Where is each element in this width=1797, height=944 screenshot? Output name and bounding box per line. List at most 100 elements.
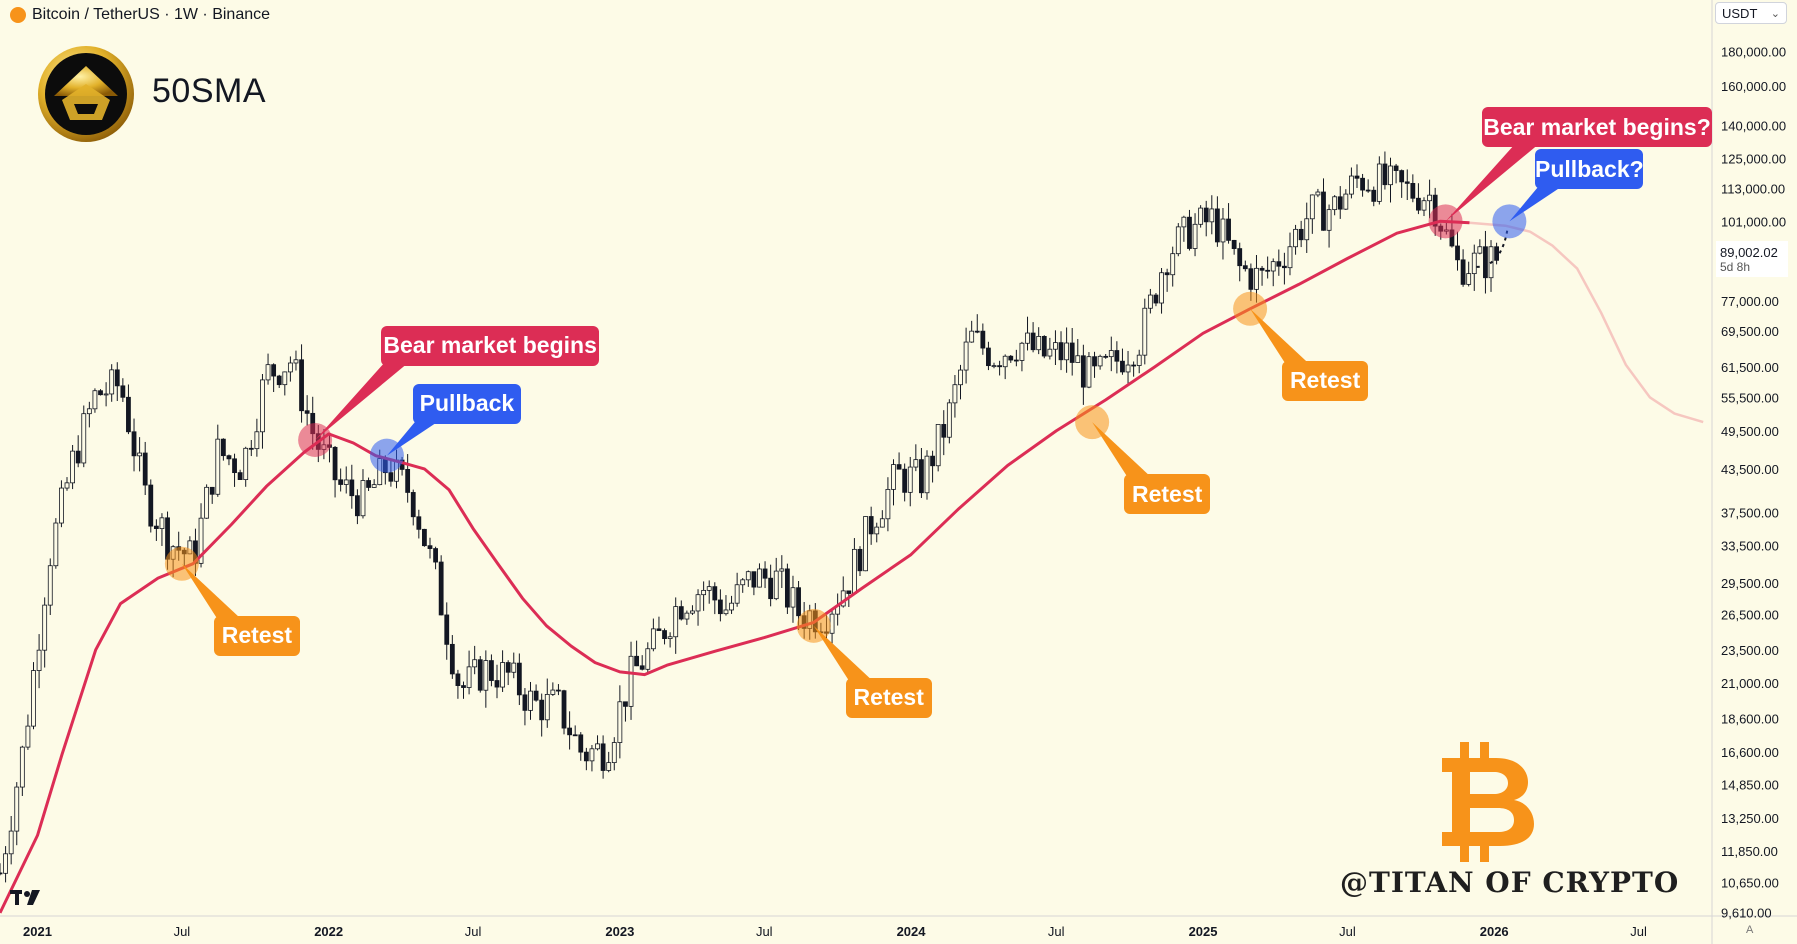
- candle-body: [1120, 360, 1125, 373]
- candle-body: [1410, 182, 1416, 199]
- bear-marker[interactable]: [298, 422, 333, 457]
- candle-body: [1019, 342, 1025, 361]
- x-tick-label: 2021: [23, 924, 52, 939]
- bear-pointer: [315, 361, 410, 440]
- candle-body: [1298, 228, 1304, 241]
- sma-line: [0, 219, 1470, 914]
- candle-body: [717, 599, 723, 615]
- current-price: 89,002.02: [1720, 245, 1778, 260]
- pullback-marker[interactable]: [1492, 204, 1527, 239]
- candle-body: [489, 660, 494, 681]
- candle-body: [723, 609, 729, 615]
- candle-body: [338, 479, 344, 485]
- candle-body: [516, 662, 522, 696]
- y-tick-label: 10,650.00: [1721, 875, 1779, 890]
- candle-body: [991, 365, 997, 368]
- candle-body: [528, 690, 533, 711]
- candle-body: [762, 568, 768, 579]
- candle-body: [868, 516, 874, 535]
- candle-body: [204, 486, 210, 519]
- candle-body: [924, 455, 930, 494]
- currency-select[interactable]: USDT ⌄: [1715, 2, 1787, 24]
- candle-body: [1030, 332, 1036, 351]
- candle-body: [366, 480, 371, 488]
- candle-body: [1254, 267, 1259, 290]
- y-tick-label: 61,500.00: [1721, 360, 1779, 375]
- candle-body: [1159, 272, 1164, 304]
- pullback-marker[interactable]: [369, 438, 404, 473]
- retest-callout: Retest: [1282, 360, 1369, 401]
- candle-body: [734, 584, 740, 604]
- candle-body: [126, 396, 131, 433]
- candle-body: [1069, 342, 1075, 363]
- candle-body: [483, 660, 489, 691]
- candle-body: [561, 690, 567, 729]
- symbol-header[interactable]: Bitcoin / TetherUS · 1W · Binance: [10, 4, 270, 26]
- candle-body: [980, 330, 986, 349]
- y-tick-label: 16,600.00: [1721, 745, 1779, 760]
- candle-body: [1203, 207, 1209, 223]
- candle-body: [1036, 336, 1042, 351]
- retest-marker[interactable]: [164, 546, 199, 581]
- candle-body: [539, 699, 545, 721]
- y-tick-label: 140,000.00: [1721, 118, 1786, 133]
- candle-body: [98, 390, 103, 396]
- candle-body: [935, 424, 941, 467]
- candle-body: [1293, 228, 1298, 248]
- candle-body: [600, 743, 606, 771]
- candle-body: [287, 362, 293, 373]
- tradingview-logo-icon[interactable]: [10, 888, 44, 908]
- bear-marker[interactable]: [1428, 204, 1463, 239]
- x-tick-label: 2026: [1480, 924, 1509, 939]
- candle-body: [784, 568, 790, 608]
- candle-body: [673, 606, 679, 638]
- y-tick-label: 125,000.00: [1721, 152, 1786, 167]
- retest-marker[interactable]: [1233, 291, 1268, 326]
- candle-body: [1281, 265, 1287, 269]
- candle-body: [634, 655, 640, 667]
- candle-body: [1477, 246, 1483, 254]
- candle-body: [304, 410, 310, 414]
- candle-body: [1343, 193, 1349, 210]
- retest-marker[interactable]: [796, 608, 831, 643]
- candle-body: [963, 341, 969, 371]
- candle-body: [874, 526, 880, 535]
- y-tick-label: 55,500.00: [1721, 390, 1779, 405]
- retest-marker[interactable]: [1075, 405, 1110, 440]
- candle-body: [1013, 359, 1019, 362]
- candle-body: [891, 464, 896, 490]
- x-tick-label: Jul: [756, 924, 773, 939]
- y-tick-label: 29,500.00: [1721, 576, 1779, 591]
- candle-body: [1153, 294, 1159, 304]
- candle-body: [1220, 218, 1226, 243]
- candle-body: [1209, 208, 1215, 223]
- candle-body: [706, 586, 712, 591]
- candle-body: [1337, 196, 1343, 210]
- candle-body: [511, 662, 517, 673]
- sma-projection-line: [1469, 221, 1704, 424]
- candle-body: [461, 685, 466, 688]
- candle-body: [444, 614, 450, 645]
- y-tick-label: 77,000.00: [1721, 294, 1779, 309]
- candle-body: [260, 379, 265, 433]
- candle-body: [215, 438, 221, 495]
- candle-body: [690, 610, 695, 614]
- candle-body: [1427, 194, 1432, 202]
- candle-body: [1181, 216, 1187, 228]
- watermark: @TITAN OF CRYPTO: [1340, 866, 1680, 899]
- candle-body: [740, 579, 746, 586]
- candle-body: [1170, 253, 1176, 276]
- candle-body: [243, 447, 249, 481]
- candle-body: [410, 492, 416, 518]
- candle-body: [1376, 163, 1382, 202]
- auto-scale-button[interactable]: A: [1746, 924, 1754, 936]
- bear-pointer: [1445, 143, 1540, 222]
- ticks-layer: 180,000.00 160,000.00 140,000.00 125,000.00…: [23, 45, 1786, 939]
- markers-layer: [164, 143, 1564, 682]
- candle-body: [494, 680, 500, 688]
- candle-body: [729, 602, 734, 611]
- candle-body: [209, 486, 215, 495]
- candle-body: [159, 517, 165, 529]
